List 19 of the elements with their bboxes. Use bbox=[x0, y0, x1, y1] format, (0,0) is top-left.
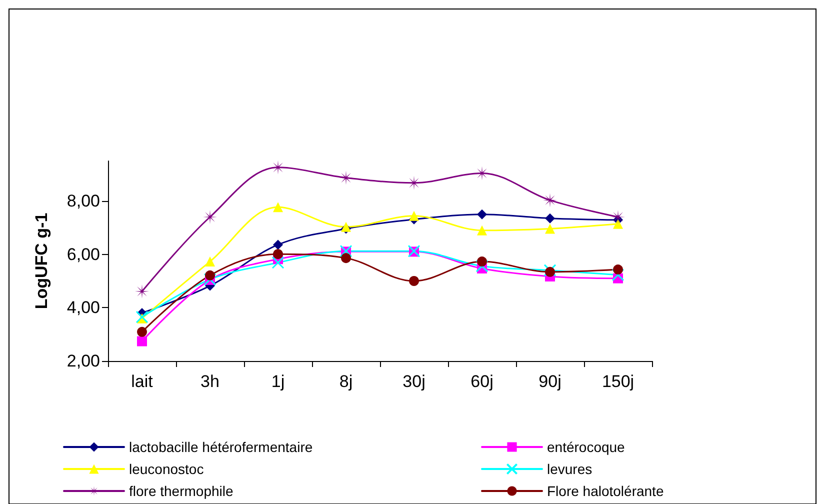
x-tick-label: lait bbox=[131, 372, 154, 391]
x-tick-label: 90j bbox=[538, 372, 562, 391]
legend-label: flore thermophile bbox=[129, 483, 234, 499]
y-tick-label: 4,00 bbox=[66, 298, 100, 318]
legend-label: levures bbox=[547, 461, 592, 477]
x-tick-label: 8j bbox=[339, 372, 353, 391]
x-tick-label: 60j bbox=[470, 372, 494, 391]
legend-label: leuconostoc bbox=[129, 461, 204, 477]
y-axis-title: LogUFC g-1 bbox=[32, 212, 51, 310]
x-tick-label: 1j bbox=[271, 372, 285, 391]
x-tick-label: 3h bbox=[200, 372, 220, 391]
legend-label: Flore halotolérante bbox=[547, 483, 664, 499]
x-tick-label: 30j bbox=[402, 372, 426, 391]
x-tick-label: 150j bbox=[602, 372, 634, 391]
y-tick-label: 2,00 bbox=[66, 352, 100, 370]
y-tick-label: 6,00 bbox=[66, 244, 100, 264]
y-tick-label: 8,00 bbox=[66, 192, 100, 210]
legend-label: entérocoque bbox=[547, 439, 626, 455]
legend-label: lactobacille hétérofermentaire bbox=[129, 439, 313, 455]
